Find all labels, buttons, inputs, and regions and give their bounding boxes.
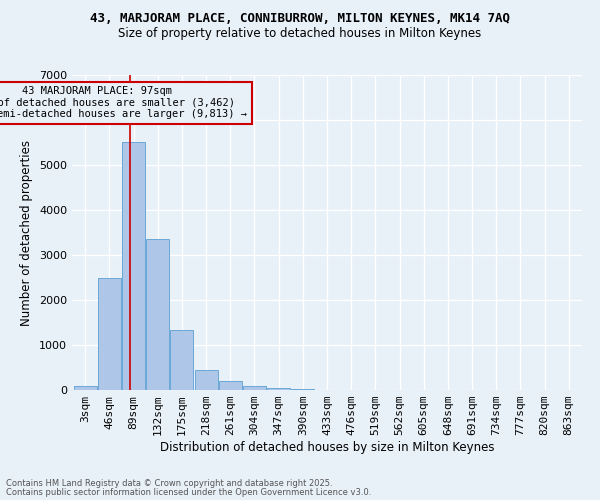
X-axis label: Distribution of detached houses by size in Milton Keynes: Distribution of detached houses by size …: [160, 441, 494, 454]
Text: 43 MARJORAM PLACE: 97sqm
← 26% of detached houses are smaller (3,462)
73% of sem: 43 MARJORAM PLACE: 97sqm ← 26% of detach…: [0, 86, 247, 120]
Bar: [267, 388, 290, 390]
Bar: [98, 278, 121, 390]
Bar: [219, 380, 242, 390]
Y-axis label: Number of detached properties: Number of detached properties: [20, 140, 34, 326]
Bar: [170, 330, 193, 390]
Text: 43, MARJORAM PLACE, CONNIBURROW, MILTON KEYNES, MK14 7AQ: 43, MARJORAM PLACE, CONNIBURROW, MILTON …: [90, 12, 510, 26]
Text: Size of property relative to detached houses in Milton Keynes: Size of property relative to detached ho…: [118, 28, 482, 40]
Bar: [122, 142, 145, 390]
Bar: [243, 386, 266, 390]
Bar: [292, 388, 314, 390]
Bar: [74, 386, 97, 390]
Text: Contains HM Land Registry data © Crown copyright and database right 2025.: Contains HM Land Registry data © Crown c…: [6, 479, 332, 488]
Text: Contains public sector information licensed under the Open Government Licence v3: Contains public sector information licen…: [6, 488, 371, 497]
Bar: [194, 370, 218, 390]
Bar: [146, 240, 169, 390]
